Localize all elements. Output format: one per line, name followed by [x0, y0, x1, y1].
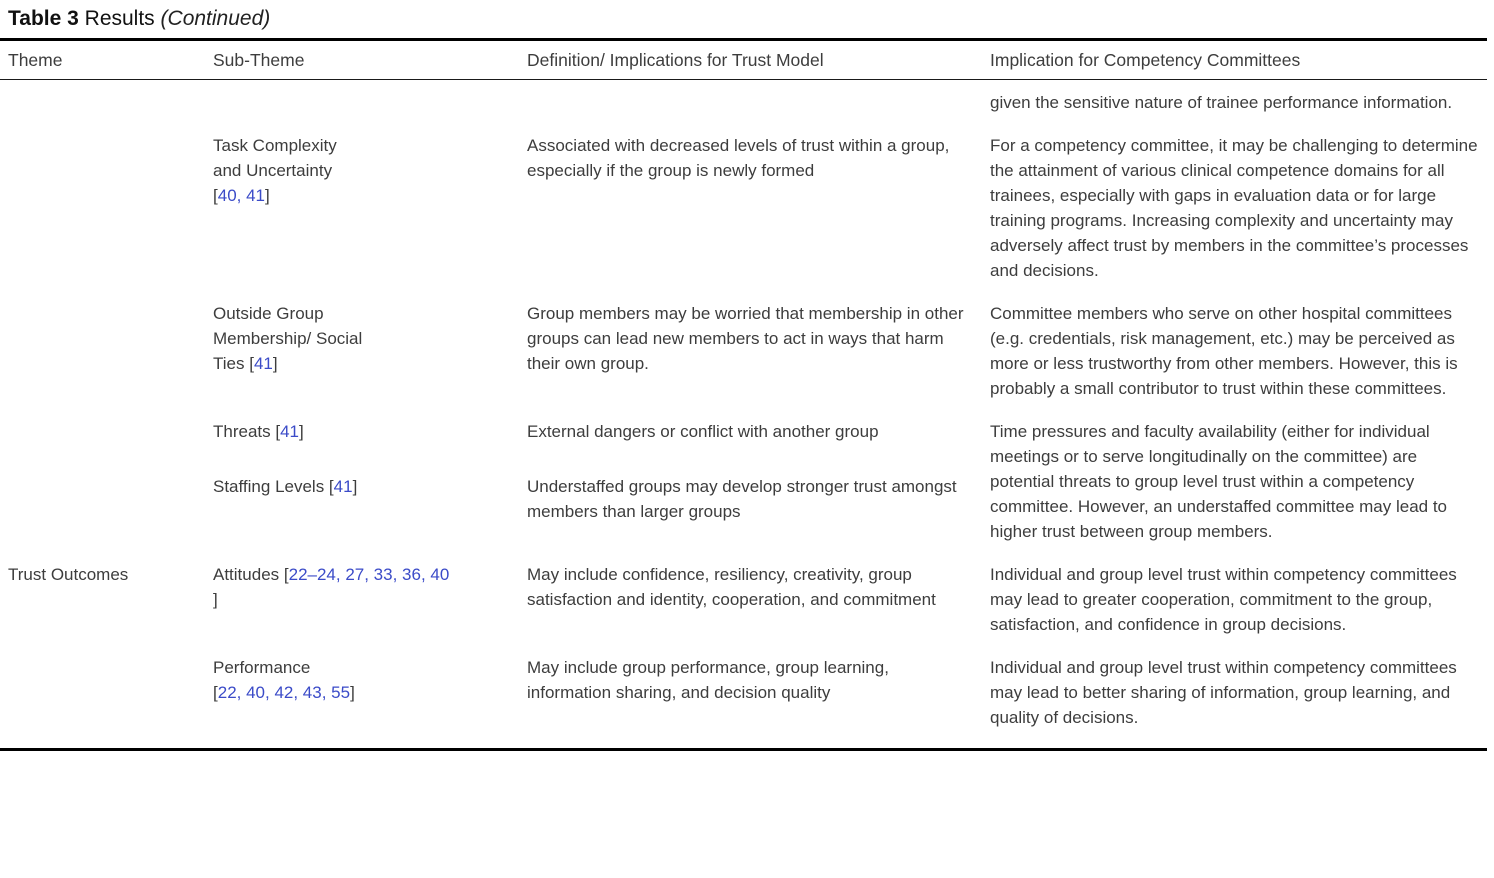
text-segment: Outside Group [213, 304, 324, 323]
citation-link[interactable]: 41 [253, 354, 273, 373]
column-header-implication: Implication for Competency Committees [990, 41, 1487, 80]
implication-cell: Time pressures and faculty availability … [990, 422, 1448, 541]
implication-cell: Committee members who serve on other hos… [990, 304, 1458, 398]
implication-cell: Individual and group level trust within … [990, 658, 1457, 727]
column-header-definition: Definition/ Implications for Trust Model [527, 41, 990, 80]
implication-cell: For a competency committee, it may be ch… [990, 136, 1478, 280]
definition-cell [527, 80, 990, 134]
subtheme-cell: Threats [41] [213, 419, 527, 474]
table-row: given the sensitive nature of trainee pe… [0, 80, 1487, 134]
column-header-theme: Theme [0, 41, 213, 80]
definition-cell: External dangers or conflict with anothe… [527, 422, 879, 441]
text-line: Threats [41] [213, 419, 505, 444]
text-segment: Task Complexity [213, 136, 337, 155]
citation-link[interactable]: 22, 40, 42, 43, 55 [217, 683, 351, 702]
text-line: [22, 40, 42, 43, 55] [213, 680, 505, 705]
text-line: Staffing Levels [41] [213, 474, 505, 499]
theme-cell [0, 474, 213, 562]
subtheme-cell: Attitudes [22–24, 27, 33, 36, 40] [213, 562, 527, 655]
citation-link[interactable]: 40, 41 [217, 186, 265, 205]
text-segment: and Uncertainty [213, 161, 333, 180]
table-caption: Table 3 Results (Continued) [8, 6, 1494, 32]
text-segment: Staffing Levels [ [213, 477, 334, 497]
theme-cell [0, 655, 213, 748]
text-line: Ties [41] [213, 351, 505, 376]
subtheme-cell [213, 80, 527, 134]
text-line: ] [213, 587, 505, 612]
definition-cell: Associated with decreased levels of trus… [527, 136, 950, 180]
table-row: Task Complexity and Uncertainty [40, 41] A… [0, 133, 1487, 301]
text-segment: [ [213, 186, 218, 205]
text-segment: ] [352, 477, 358, 497]
subtheme-cell: Staffing Levels [41] [213, 474, 527, 562]
citation-link[interactable]: 41 [333, 477, 353, 497]
text-line: Performance [213, 655, 505, 680]
subtheme-cell: Task Complexity and Uncertainty [40, 41] [213, 133, 527, 301]
table-row: Outside Group Membership/ Social Ties [41]… [0, 301, 1487, 419]
text-segment: Performance [213, 658, 311, 677]
text-segment: Ties [ [213, 354, 254, 373]
top-rule [0, 38, 1487, 41]
text-segment: ] [265, 186, 270, 205]
theme-cell [0, 419, 213, 474]
table-continued-note: (Continued) [160, 7, 271, 30]
subtheme-cell: Performance [22, 40, 42, 43, 55] [213, 655, 527, 748]
definition-cell: May include group performance, group lea… [527, 658, 889, 702]
column-header-subtheme: Sub-Theme [213, 41, 527, 80]
definition-cell: May include confidence, resiliency, crea… [527, 565, 936, 609]
header-row: Theme Sub-Theme Definition/ Implications… [0, 41, 1487, 80]
table-label: Table 3 [8, 7, 79, 30]
table-row: Trust Outcomes Attitudes [22–24, 27, 33,… [0, 562, 1487, 655]
text-segment: ] [350, 683, 355, 702]
theme-cell [0, 80, 213, 134]
text-line: and Uncertainty [213, 158, 505, 183]
bottom-rule [0, 748, 1487, 751]
text-line: [40, 41] [213, 183, 505, 208]
citation-link[interactable]: 22–24, 27, 33, 36, 40 [288, 565, 450, 584]
table-row: Performance [22, 40, 42, 43, 55] May incl… [0, 655, 1487, 748]
text-segment: Threats [ [213, 422, 281, 441]
text-segment: ] [213, 590, 218, 609]
subtheme-cell: Outside Group Membership/ Social Ties [41] [213, 301, 527, 419]
theme-cell [0, 133, 213, 301]
text-segment: ] [299, 422, 304, 441]
implication-cell: given the sensitive nature of trainee pe… [990, 93, 1453, 112]
text-segment: ] [272, 354, 278, 373]
table-row: Staffing Levels [41] Understaffed groups… [0, 474, 1487, 562]
definition-cell: Understaffed groups may develop stronger… [527, 477, 957, 522]
implication-cell: Individual and group level trust within … [990, 565, 1457, 634]
table-row: Threats [41] External dangers or conflic… [0, 419, 1487, 541]
text-line: Outside Group [213, 301, 505, 326]
text-segment: [ [213, 683, 218, 702]
text-segment: Attitudes [ [213, 565, 289, 584]
definition-cell: Group members may be worried that member… [527, 304, 964, 373]
theme-cell [0, 301, 213, 419]
text-line: Membership/ Social [213, 326, 505, 351]
results-table: Theme Sub-Theme Definition/ Implications… [0, 41, 1487, 748]
text-line: Task Complexity [213, 133, 505, 158]
theme-cell: Trust Outcomes [8, 565, 129, 584]
citation-link[interactable]: 41 [280, 422, 300, 441]
table-title-text: Results [84, 7, 155, 30]
text-line: Attitudes [22–24, 27, 33, 36, 40 [213, 562, 505, 587]
text-segment: Membership/ Social [213, 329, 363, 348]
